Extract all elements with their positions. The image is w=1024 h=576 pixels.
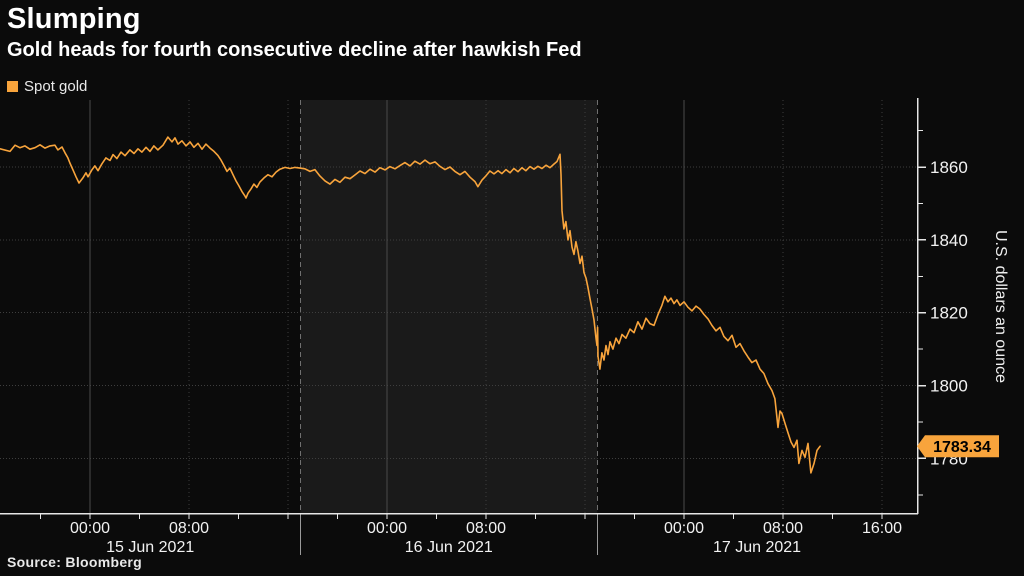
day-label: 17 Jun 2021 — [713, 539, 801, 556]
legend-label: Spot gold — [24, 78, 88, 95]
y-tick-label: 1840 — [930, 231, 968, 250]
x-tick-label: 00:00 — [367, 520, 407, 537]
last-price-label: 1783.34 — [933, 439, 991, 456]
x-tick-label: 08:00 — [763, 520, 803, 537]
legend-swatch-icon — [7, 81, 18, 92]
y-tick-label: 1860 — [930, 158, 968, 177]
x-tick-label: 00:00 — [70, 520, 110, 537]
chart-title: Slumping — [7, 3, 141, 35]
day-label: 16 Jun 2021 — [405, 539, 493, 556]
x-tick-label: 00:00 — [664, 520, 704, 537]
last-price-badge — [917, 435, 999, 458]
x-tick-label: 08:00 — [169, 520, 209, 537]
source-note: Source: Bloomberg — [7, 554, 143, 570]
legend: Spot gold — [7, 78, 87, 95]
x-tick-label: 16:00 — [862, 520, 902, 537]
y-axis-title: U.S. dollars an ounce — [992, 230, 1009, 383]
x-tick-label: 08:00 — [466, 520, 506, 537]
highlight-band — [300, 100, 598, 513]
spot-gold-line — [0, 136, 821, 474]
y-tick-label: 1820 — [930, 304, 968, 323]
day-label: 15 Jun 2021 — [106, 539, 194, 556]
y-tick-label: 1800 — [930, 377, 968, 396]
chart-subtitle: Gold heads for fourth consecutive declin… — [7, 39, 582, 61]
